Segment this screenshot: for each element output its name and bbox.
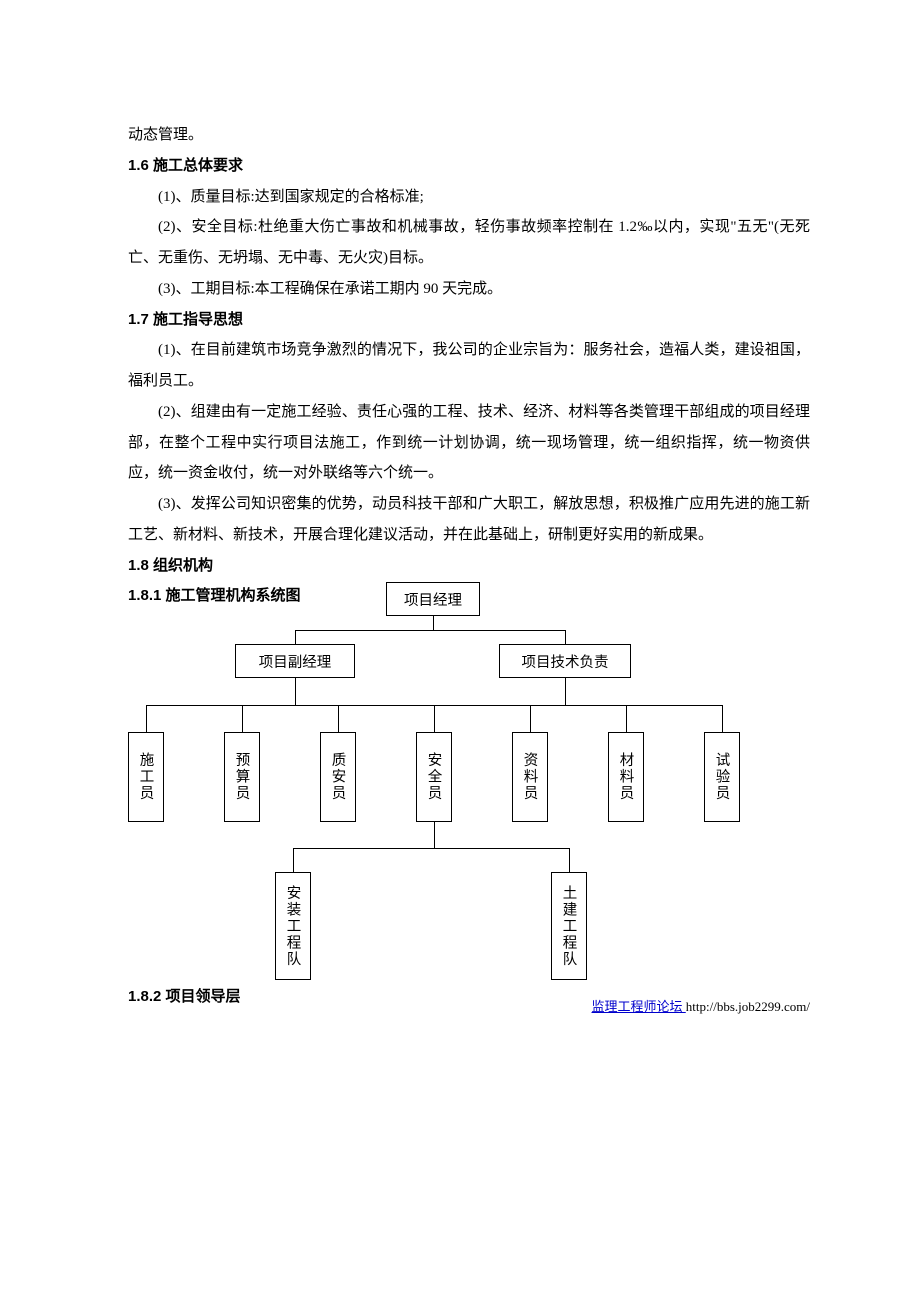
footer-link[interactable]: 监理工程师论坛	[592, 999, 686, 1014]
heading-1-7: 1.7 施工指导思想	[128, 305, 810, 336]
org-connector	[626, 705, 627, 732]
org-node: 项目技术负责	[499, 644, 631, 678]
heading-1-6: 1.6 施工总体要求	[128, 151, 810, 182]
org-connector	[530, 705, 531, 732]
paragraph: (2)、安全目标:杜绝重大伤亡事故和机械事故，轻伤事故频率控制在 1.2‰以内，…	[128, 212, 810, 274]
org-node: 材料员	[608, 732, 644, 822]
org-node: 试验员	[704, 732, 740, 822]
org-node: 项目经理	[386, 582, 480, 616]
org-connector	[569, 848, 570, 872]
org-connector	[293, 848, 569, 849]
paragraph: (3)、工期目标:本工程确保在承诺工期内 90 天完成。	[128, 274, 810, 305]
org-connector	[722, 705, 723, 732]
org-chart: 项目经理项目副经理 项目技术负责施工员 预算员 质安员 安全员 资料员 材料员 试验员安装工程…	[128, 582, 810, 982]
org-node: 资料员	[512, 732, 548, 822]
paragraph: (1)、质量目标:达到国家规定的合格标准;	[128, 182, 810, 213]
org-connector	[242, 705, 243, 732]
org-node: 安装工程队	[275, 872, 311, 980]
org-connector	[338, 705, 339, 732]
org-connector	[434, 822, 435, 848]
org-node: 项目副经理	[235, 644, 355, 678]
org-node: 质安员	[320, 732, 356, 822]
paragraph: (3)、发挥公司知识密集的优势，动员科技干部和广大职工，解放思想，积极推广应用先…	[128, 489, 810, 551]
org-connector	[434, 705, 435, 732]
org-connector	[433, 616, 434, 630]
org-connector	[293, 848, 294, 872]
org-node: 施工员	[128, 732, 164, 822]
paragraph: (1)、在目前建筑市场竞争激烈的情况下，我公司的企业宗旨为：服务社会，造福人类，…	[128, 335, 810, 397]
heading-1-8: 1.8 组织机构	[128, 551, 810, 582]
document-page: 动态管理。 1.6 施工总体要求 (1)、质量目标:达到国家规定的合格标准; (…	[0, 0, 920, 1053]
org-connector	[295, 630, 296, 644]
paragraph: (2)、组建由有一定施工经验、责任心强的工程、技术、经济、材料等各类管理干部组成…	[128, 397, 810, 489]
org-connector	[565, 630, 566, 644]
org-connector	[146, 705, 147, 732]
org-node: 土建工程队	[551, 872, 587, 980]
org-node: 安全员	[416, 732, 452, 822]
org-connector	[565, 678, 566, 705]
footer: 监理工程师论坛 http://bbs.job2299.com/	[592, 996, 811, 1015]
org-connector	[295, 630, 565, 631]
org-connector	[295, 678, 296, 705]
footer-url: http://bbs.job2299.com/	[686, 999, 810, 1014]
paragraph: 动态管理。	[128, 120, 810, 151]
org-node: 预算员	[224, 732, 260, 822]
